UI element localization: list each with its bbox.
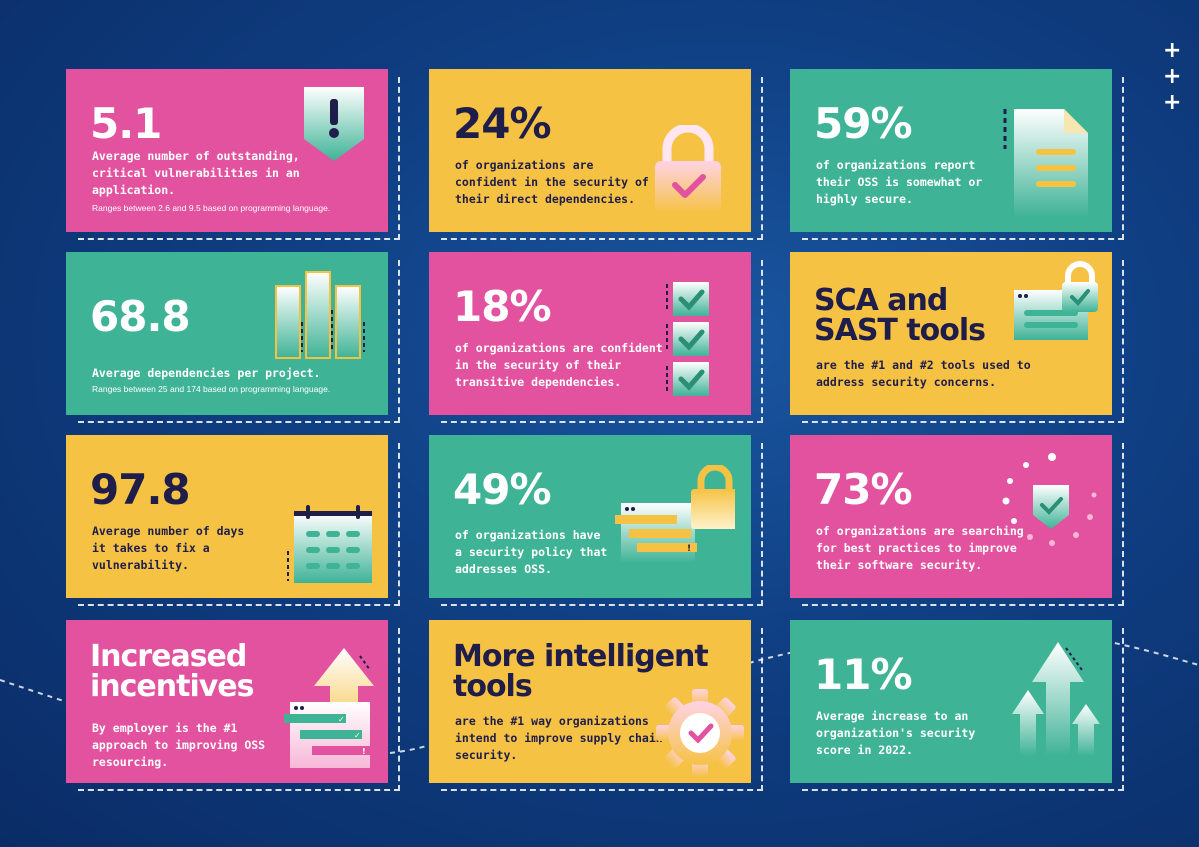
stat-value: 68.8 [90, 292, 191, 341]
stat-card-intelligent-tools: More intelligent tools are the #1 way or… [429, 620, 763, 791]
stat-value: 73% [814, 465, 913, 514]
stat-card-sca-sast-tools: SCA and SAST tools are the #1 and #2 too… [790, 252, 1124, 423]
stat-description: are the #1 and #2 tools used to address … [816, 358, 1031, 389]
stat-value: 11% [814, 650, 913, 699]
stat-card-transitive-dependencies: 18% of organizations are confident in th… [429, 252, 763, 423]
checklist-icon [666, 282, 709, 396]
stat-card-direct-dependencies: 24% of organizations are confident in th… [429, 69, 763, 240]
document-icon [1003, 109, 1088, 217]
stat-description: By employer is the #1 approach to improv… [92, 721, 266, 769]
shield-alert-icon [304, 87, 364, 161]
stat-description: of organizations are confident in the se… [455, 341, 663, 389]
check-mark: ✓ [354, 731, 361, 740]
arrow-up-icon: ✓ ✓ ! [284, 648, 374, 768]
stat-value: Increased incentives [90, 639, 255, 704]
stat-card-increased-incentives: Increased incentives By employer is the … [66, 620, 400, 791]
stat-value: SCA and SAST tools [814, 283, 986, 348]
stat-value: More intelligent tools [453, 639, 709, 704]
plus-icon: + [1163, 38, 1182, 63]
stat-description: Average increase to an organization's se… [816, 709, 976, 757]
plus-icon: + [1163, 90, 1182, 115]
stat-value: 49% [453, 465, 552, 514]
stat-description: of organizations report their OSS is som… [816, 158, 983, 206]
stat-card-security-policy: 49% of organizations have a security pol… [429, 435, 763, 606]
alert-mark: ! [362, 747, 366, 756]
stat-value: 24% [453, 99, 552, 148]
stat-value: 59% [814, 99, 913, 148]
stat-card-vulnerabilities: 5.1 Average number of outstanding, criti… [66, 69, 400, 240]
plus-icon: + [1163, 64, 1182, 89]
alert-mark: ! [687, 544, 691, 554]
stat-card-dependencies-per-project: 68.8 Average dependencies per project. R… [66, 252, 400, 423]
stat-description: of organizations are confident in the se… [455, 158, 649, 206]
bar-chart-icon [275, 271, 365, 359]
stat-value: 18% [453, 282, 552, 331]
arrows-up-icon [1012, 642, 1100, 756]
stat-value: 5.1 [90, 99, 162, 148]
stat-description: Average number of days it takes to fix a… [92, 524, 245, 572]
shield-check-icon [1002, 453, 1097, 546]
stat-value: 97.8 [90, 465, 191, 514]
padlock-check-icon [655, 125, 721, 213]
stat-card-best-practices: 73% of organizations are searching for b… [790, 435, 1124, 606]
browser-lock-icon [1014, 261, 1098, 340]
stat-description: Average dependencies per project. [92, 366, 321, 380]
stat-description: of organizations are searching for best … [816, 524, 1024, 572]
stat-note: Ranges between 2.6 and 9.5 based on prog… [92, 203, 331, 213]
stat-card-days-to-fix: 97.8 Average number of days it takes to … [66, 435, 400, 606]
calendar-icon [287, 505, 372, 583]
stat-card-security-score: 11% Average increase to an organization'… [790, 620, 1124, 791]
browser-lock-icon: ! [615, 465, 735, 563]
stat-description: of organizations have a security policy … [455, 528, 608, 576]
check-mark: ✓ [338, 715, 345, 724]
stat-description: Average number of outstanding, critical … [92, 149, 300, 197]
stat-note: Ranges between 25 and 174 based on progr… [92, 384, 331, 394]
stat-card-oss-secure: 59% of organizations report their OSS is… [790, 69, 1124, 240]
stat-description: are the #1 way organizations intend to i… [455, 714, 663, 762]
gear-check-icon [656, 689, 744, 777]
